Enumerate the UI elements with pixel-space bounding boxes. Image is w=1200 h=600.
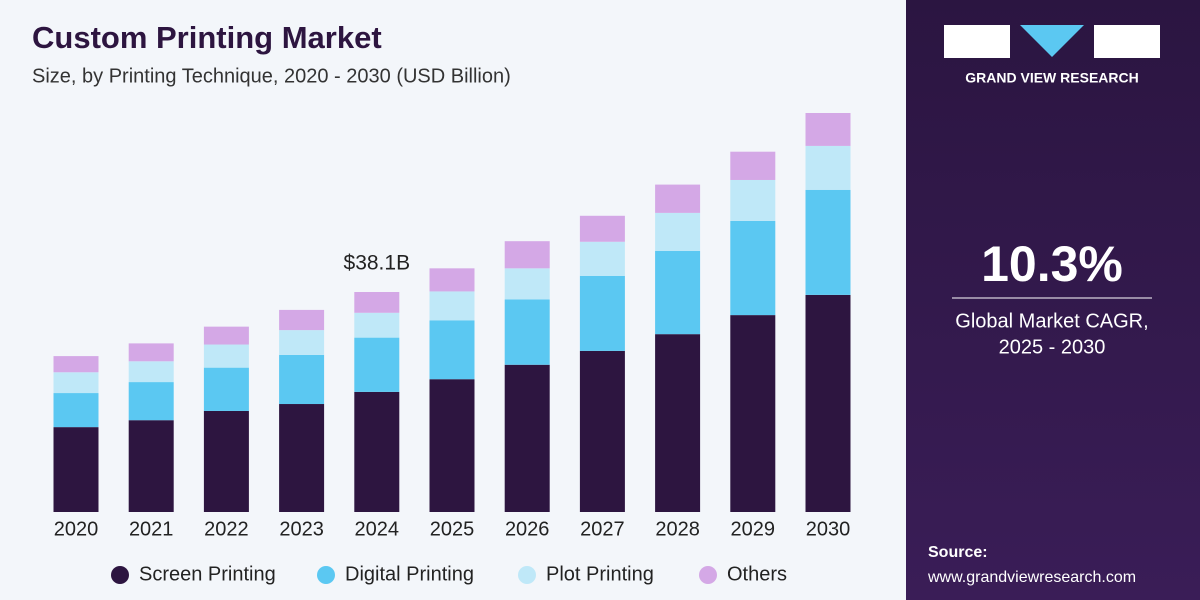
x-tick-label: 2021 [129,518,174,540]
bar-segment [354,337,400,392]
bar-segment [354,312,400,338]
bar-segment [579,215,625,242]
bar-segment [805,145,851,190]
x-tick-label: 2027 [580,518,625,540]
bar-segment [805,189,851,295]
bar-segment [53,427,99,512]
x-tick-label: 2020 [54,518,99,540]
plot: 2020 2021 2022 2023 2024 2025 2026 2027 2028 2029… [53,113,851,585]
bar-segment [279,330,325,355]
bar-segment [279,404,325,512]
x-tick-label: 2030 [806,518,851,540]
bar-segment [504,299,550,365]
x-tick-label: 2023 [279,518,324,540]
x-tick-label: 2024 [355,518,400,540]
cagr-caption: 2025 - 2030 [999,336,1106,358]
bar-segment [730,179,776,221]
x-tick-label: 2029 [731,518,776,540]
legend-swatch [111,566,129,584]
bar-segment [655,212,701,252]
bar-segment [504,364,550,512]
bar-segment [53,393,99,428]
value-label: $38.1B [344,252,411,275]
legend-label: Plot Printing [546,563,654,585]
bar-segment [128,343,174,362]
bar-segment [128,361,174,383]
bar-segment [579,241,625,276]
logo-block [944,25,1010,58]
legend-swatch [518,566,536,584]
bar-segment [53,372,99,394]
x-tick-label: 2022 [204,518,249,540]
sidebar-background [906,0,1200,600]
logo [944,25,1160,58]
legend-label: Digital Printing [345,563,474,585]
legend-swatch [317,566,335,584]
bar-segment [504,241,550,269]
bar-segment [730,315,776,512]
cagr-caption: Global Market CAGR, [955,310,1148,332]
bar-segment [203,367,249,411]
bar-segment [655,184,701,213]
bar-segment [579,350,625,512]
bar-segment [203,344,249,368]
bar-segment [655,334,701,512]
bar-segment [279,354,325,405]
logo-block [1094,25,1160,58]
bar-segment [128,420,174,512]
bar-segment [730,220,776,316]
bar-segment [429,320,475,380]
bar-segment [805,113,851,146]
bar-segment [429,291,475,321]
x-tick-label: 2028 [655,518,700,540]
chart-subtitle: Size, by Printing Technique, 2020 - 2030… [32,65,511,87]
x-tick-label: 2025 [430,518,475,540]
bar-segment [655,251,701,335]
bar-segment [203,326,249,345]
bar-segment [203,410,249,512]
source-url: www.grandviewresearch.com [927,569,1136,586]
legend-swatch [699,566,717,584]
bar-segment [354,292,400,313]
cagr-value: 10.3% [981,236,1123,292]
bar-segment [730,151,776,180]
bar-segment [504,268,550,300]
chart-title: Custom Printing Market [32,20,382,55]
legend-label: Screen Printing [139,563,276,585]
bar-segment [354,391,400,512]
x-tick-label: 2026 [505,518,550,540]
bar-segment [805,294,851,512]
logo-triangle [1020,25,1084,57]
bar-segment [579,275,625,351]
bar-segment [279,309,325,331]
legend-label: Others [727,563,787,585]
bar-segment [429,379,475,512]
bar-segment [429,268,475,292]
bar-segment [128,382,174,421]
source-label: Source: [928,544,988,561]
brand-name: GRAND VIEW RESEARCH [965,70,1138,86]
bar-segment [53,356,99,373]
